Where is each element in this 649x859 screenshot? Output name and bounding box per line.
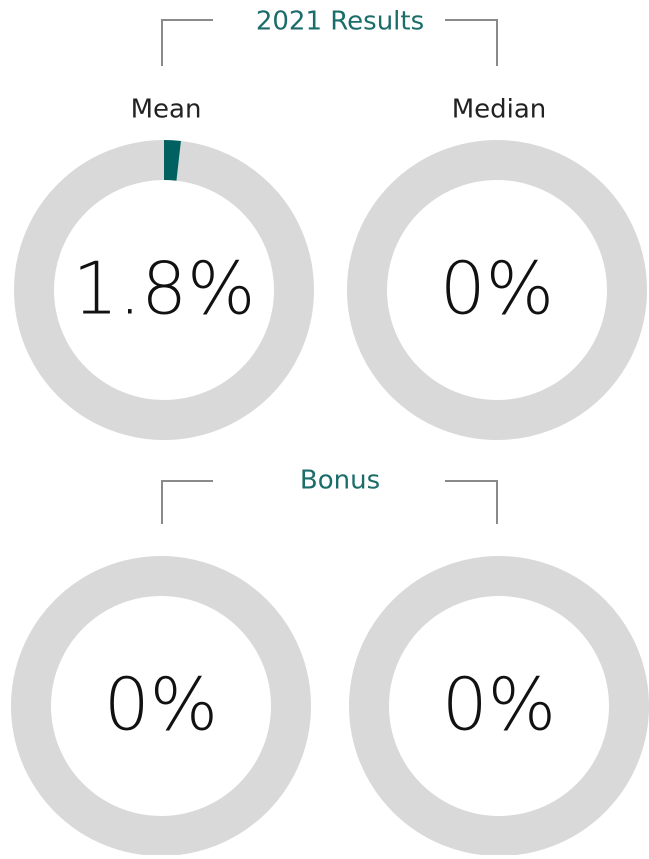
donut-value: 0%: [440, 247, 554, 331]
donut-track: [347, 140, 647, 440]
donut-track: [11, 556, 311, 856]
section-header: 2021 Results: [256, 7, 424, 37]
donut-arc: [163, 140, 181, 181]
bracket: [161, 480, 213, 524]
donut-value: 0%: [104, 663, 218, 747]
bracket: [445, 19, 498, 66]
bracket: [445, 480, 498, 524]
donut-label: Mean: [131, 95, 202, 125]
donut-value: 1.8%: [73, 247, 256, 331]
donut-label: Median: [452, 95, 547, 125]
donut-value: 0%: [442, 663, 556, 747]
donut-track: [349, 556, 649, 856]
section-header: Bonus: [300, 466, 380, 496]
bracket: [161, 19, 213, 66]
